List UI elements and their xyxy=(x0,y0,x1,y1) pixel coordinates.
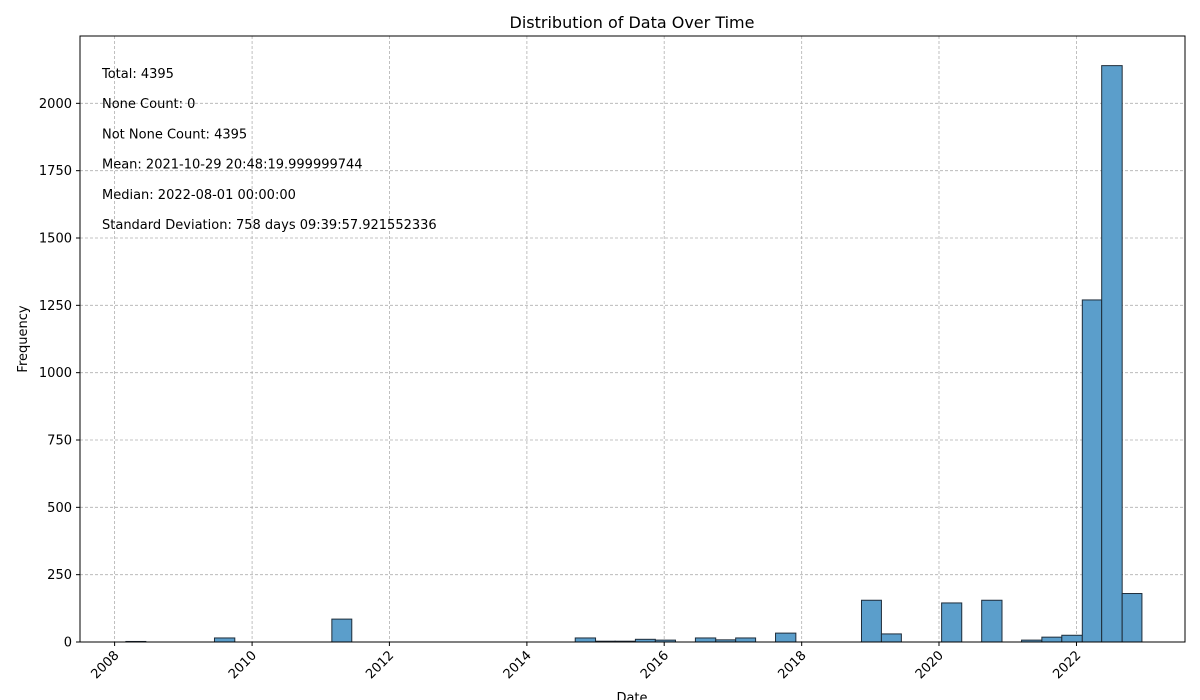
y-tick-label: 750 xyxy=(47,434,72,449)
stat-annotation: Mean: 2021-10-29 20:48:19.999999744 xyxy=(102,158,363,173)
histogram-bar xyxy=(1121,593,1143,643)
histogram-bar xyxy=(941,602,963,643)
y-tick-label: 1250 xyxy=(39,299,72,314)
x-tick-label: 2008 xyxy=(88,648,122,682)
histogram-bar xyxy=(1061,634,1083,643)
y-tick-label: 250 xyxy=(47,568,72,583)
histogram-bar xyxy=(1081,299,1103,643)
plot-frame xyxy=(79,35,1186,643)
histogram-bar xyxy=(735,637,757,643)
stats-annotations: Total: 4395 None Count: 0 Not None Count: … xyxy=(101,67,437,233)
stat-annotation: Not None Count: 4395 xyxy=(102,127,247,142)
stat-annotation: Total: 4395 xyxy=(101,67,174,82)
chart-title: Distribution of Data Over Time xyxy=(510,13,755,32)
histogram-bar xyxy=(880,633,902,643)
x-tick-label: 2016 xyxy=(638,648,672,682)
x-tick-label: 2012 xyxy=(363,648,397,682)
y-tick-label: 500 xyxy=(47,501,72,516)
x-axis: 2008 2010 2012 2014 2016 2018 2020 2022 xyxy=(88,642,1084,682)
histogram-bar xyxy=(860,599,882,643)
x-tick-label: 2018 xyxy=(776,648,810,682)
histogram-bar xyxy=(1041,636,1063,643)
histogram-bar xyxy=(1101,65,1123,643)
y-tick-label: 0 xyxy=(64,636,72,651)
x-tick-label: 2014 xyxy=(501,648,535,682)
y-tick-label: 1500 xyxy=(39,232,72,247)
histogram-bar xyxy=(331,618,353,643)
x-tick-label: 2010 xyxy=(226,648,260,682)
y-axis: 0 250 500 750 1000 1250 1500 1750 2000 xyxy=(39,97,80,651)
histogram-bar xyxy=(775,632,797,643)
stat-annotation: Standard Deviation: 758 days 09:39:57.92… xyxy=(102,218,437,233)
x-axis-title: Date xyxy=(616,691,647,700)
x-tick-label: 2020 xyxy=(913,648,947,682)
grid-lines xyxy=(80,36,1185,643)
histogram-bar xyxy=(981,599,1003,643)
histogram-bar xyxy=(213,637,236,643)
bars xyxy=(125,65,1143,643)
histogram-bar xyxy=(574,637,597,643)
y-tick-label: 2000 xyxy=(39,97,72,112)
y-tick-label: 1000 xyxy=(39,366,72,381)
y-axis-title: Frequency xyxy=(16,305,31,372)
y-tick-label: 1750 xyxy=(39,164,72,179)
stat-annotation: None Count: 0 xyxy=(102,97,195,112)
x-tick-label: 2022 xyxy=(1050,648,1084,682)
histogram-bar xyxy=(694,637,717,643)
stat-annotation: Median: 2022-08-01 00:00:00 xyxy=(102,188,296,203)
